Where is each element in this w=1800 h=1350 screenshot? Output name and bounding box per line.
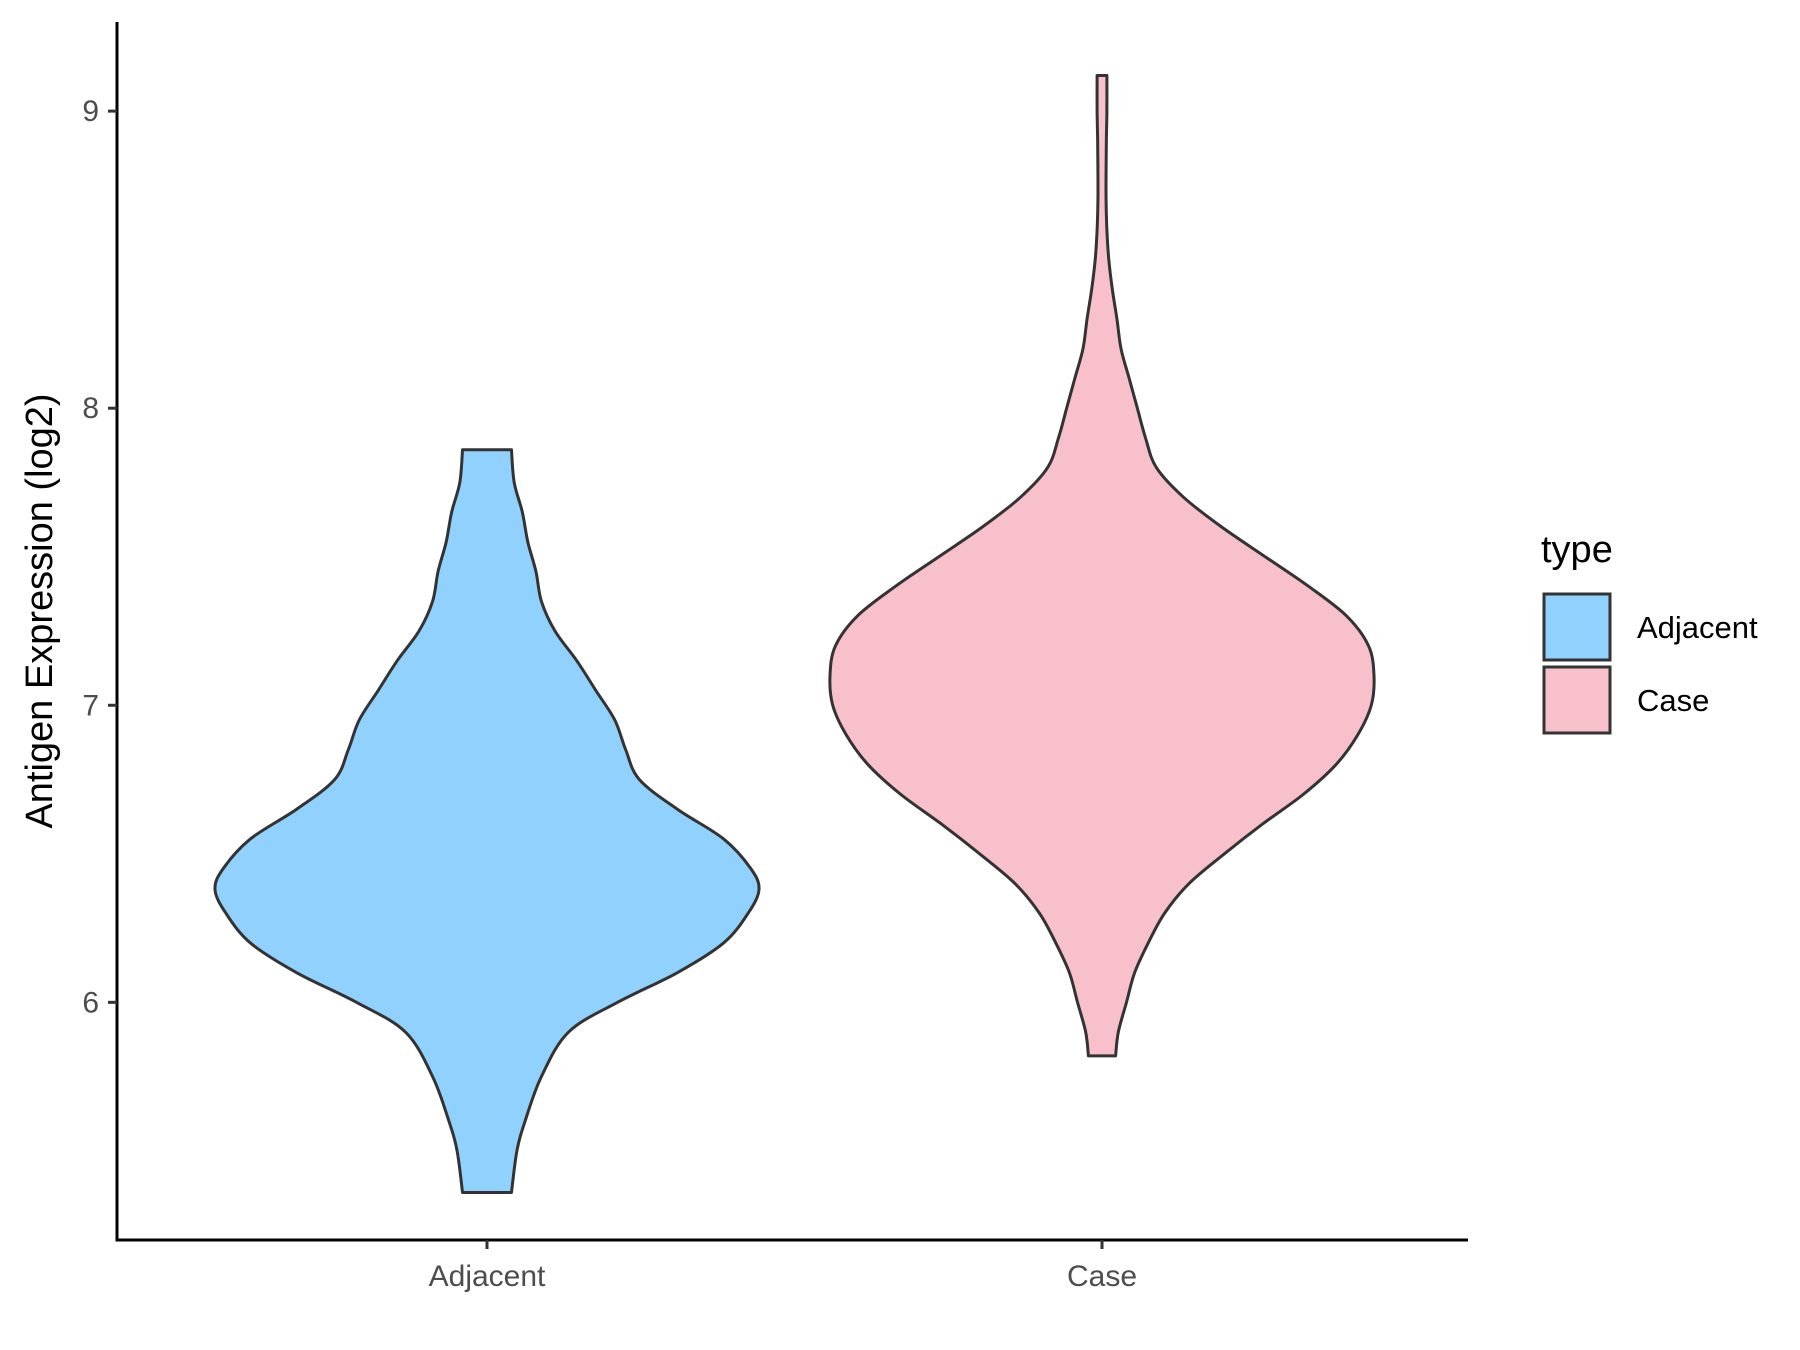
legend-key-case (1542, 665, 1612, 735)
legend-title: type (1541, 529, 1613, 571)
legend-label: Adjacent (1637, 610, 1758, 645)
y-tick-label: 9 (82, 95, 99, 128)
x-tick-label: Adjacent (429, 1260, 546, 1293)
axes (115, 22, 1468, 1242)
x-ticks: Adjacent Case (429, 1240, 1137, 1293)
y-tick-label: 8 (82, 392, 99, 425)
legend-items: Adjacent Case (1542, 592, 1758, 735)
violin-case (828, 73, 1376, 1058)
violin-adjacent (213, 448, 761, 1194)
violin-layer (213, 73, 1376, 1194)
y-axis-title: Antigen Expression (log2) (19, 393, 61, 828)
legend: type Adjacent Case (1541, 529, 1758, 735)
y-tick-label: 6 (82, 986, 99, 1019)
y-ticks: 6 7 8 9 (82, 95, 117, 1019)
y-tick-label: 7 (82, 689, 99, 722)
x-tick-label: Case (1067, 1260, 1137, 1293)
legend-key-adjacent (1542, 592, 1612, 662)
legend-label: Case (1637, 683, 1709, 718)
